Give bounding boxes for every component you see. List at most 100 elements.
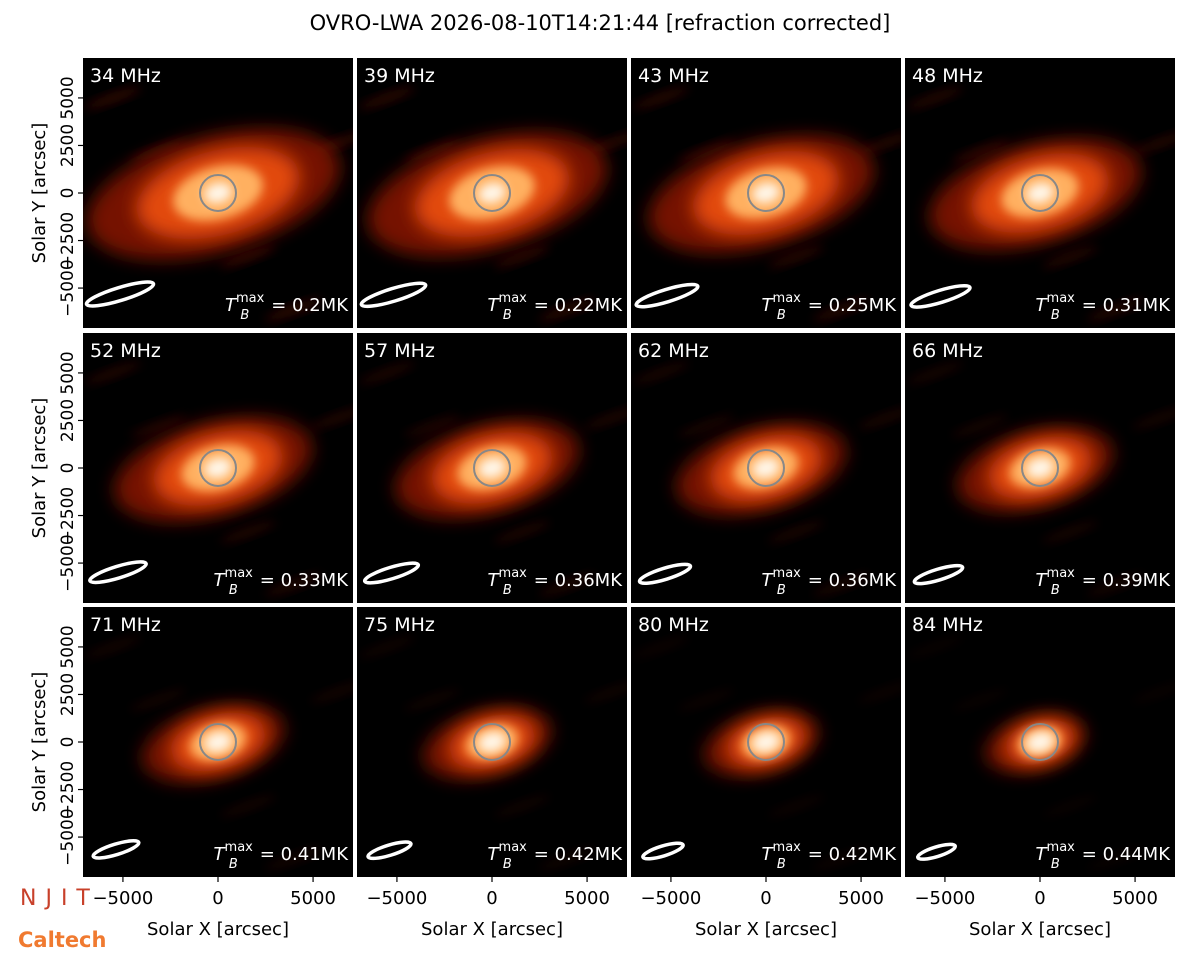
emission (704, 711, 819, 776)
x-tick-label: 0 (212, 888, 223, 909)
panel (905, 607, 1175, 877)
tb-part: T (1036, 570, 1049, 591)
noise-streak (1131, 131, 1175, 155)
beam (366, 840, 413, 861)
y-tick-label: −5000 (58, 259, 78, 317)
tb-max-label: Tmax B = 0.42MK (488, 840, 624, 872)
emission (423, 707, 552, 779)
noise-streak (84, 86, 142, 110)
y-tick-label: −5000 (58, 534, 78, 592)
y-tick-label: −2500 (58, 212, 78, 270)
emission-core (478, 182, 506, 204)
noise-streak (358, 635, 416, 659)
tb-max-label: Tmax B = 0.36MK (488, 566, 624, 598)
tb-part: B (240, 308, 249, 323)
noise-streak (1131, 406, 1175, 430)
noise-streak (129, 414, 187, 438)
frequency-label: 80 MHz (638, 614, 709, 636)
noise-streak (951, 139, 1009, 163)
tb-max-label: Tmax B = 0.31MK (1036, 291, 1172, 323)
tb-part: B (777, 308, 786, 323)
beam (88, 560, 148, 585)
tb-part: T (488, 844, 501, 865)
noise-streak (767, 245, 825, 269)
noise-streak (538, 298, 596, 322)
emission (142, 704, 285, 783)
tb-part: T (1036, 295, 1049, 316)
panel (357, 333, 627, 603)
noise-streak (84, 635, 142, 659)
noise-streak (403, 139, 461, 163)
noise-streak (403, 688, 461, 712)
noise-streak (309, 406, 353, 430)
panel (905, 58, 1175, 328)
noise-streak (84, 361, 142, 385)
tb-part: max (1047, 291, 1076, 306)
noise-streak (538, 573, 596, 597)
beam (362, 561, 421, 585)
x-tick-label: 5000 (564, 888, 610, 909)
panel (83, 58, 353, 328)
noise-streak (906, 635, 964, 659)
tb-part: = 0.44MK (1082, 844, 1171, 865)
x-tick-label: −5000 (92, 888, 153, 909)
tb-part: T (488, 570, 501, 591)
x-tick-label: 5000 (1112, 888, 1158, 909)
noise-streak (264, 573, 322, 597)
emission (957, 427, 1114, 512)
panel (357, 607, 627, 877)
noise-streak (493, 245, 551, 269)
noise-streak (812, 847, 870, 871)
emission-core (752, 457, 780, 479)
x-axis-label: Solar X [arcsec] (421, 919, 563, 940)
tb-part: B (777, 583, 786, 598)
panel (631, 58, 901, 328)
beam (84, 280, 156, 308)
y-axis-label: Solar Y [arcsec] (29, 123, 50, 264)
noise-streak (1086, 298, 1144, 322)
tb-part: B (503, 583, 512, 598)
noise-streak (358, 361, 416, 385)
noise-streak (1041, 245, 1099, 269)
x-tick-label: −5000 (640, 888, 701, 909)
panel (83, 607, 353, 877)
tb-part: B (1051, 308, 1060, 323)
noise-streak (812, 298, 870, 322)
tb-max-label: Tmax B = 0.41MK (214, 840, 350, 872)
panel (631, 333, 901, 603)
tb-part: = 0.31MK (1082, 295, 1171, 316)
frequency-label: 39 MHz (364, 65, 435, 87)
tb-part: = 0.41MK (260, 844, 349, 865)
noise-streak (632, 635, 690, 659)
noise-streak (1041, 794, 1099, 818)
tb-part: T (214, 844, 227, 865)
caltech-logo: Caltech (18, 928, 106, 952)
tb-part: max (773, 566, 802, 581)
tb-part: B (1051, 583, 1060, 598)
noise-streak (493, 520, 551, 544)
noise-streak (219, 245, 277, 269)
noise-streak (857, 406, 901, 430)
emission (395, 420, 579, 519)
tb-part: T (214, 570, 227, 591)
solar-disk (1021, 449, 1059, 487)
frequency-label: 75 MHz (364, 614, 435, 636)
noise-streak (403, 414, 461, 438)
frequency-label: 34 MHz (90, 65, 161, 87)
tb-part: T (1036, 844, 1049, 865)
beam (641, 841, 685, 861)
tb-max-label: Tmax B = 0.36MK (762, 566, 898, 598)
y-tick-label: 2500 (58, 673, 78, 716)
solar-disk (199, 723, 237, 761)
emission (648, 135, 874, 254)
chart-title: OVRO-LWA 2026-08-10T14:21:44 [refraction… (310, 11, 891, 35)
noise-streak (493, 794, 551, 818)
tb-part: max (773, 291, 802, 306)
emission (86, 128, 340, 260)
tb-part: = 0.42MK (534, 844, 623, 865)
y-tick-label: 5000 (58, 351, 78, 394)
tb-part: max (225, 840, 254, 855)
emission (367, 132, 607, 257)
emission (985, 714, 1086, 773)
tb-part: max (225, 566, 254, 581)
